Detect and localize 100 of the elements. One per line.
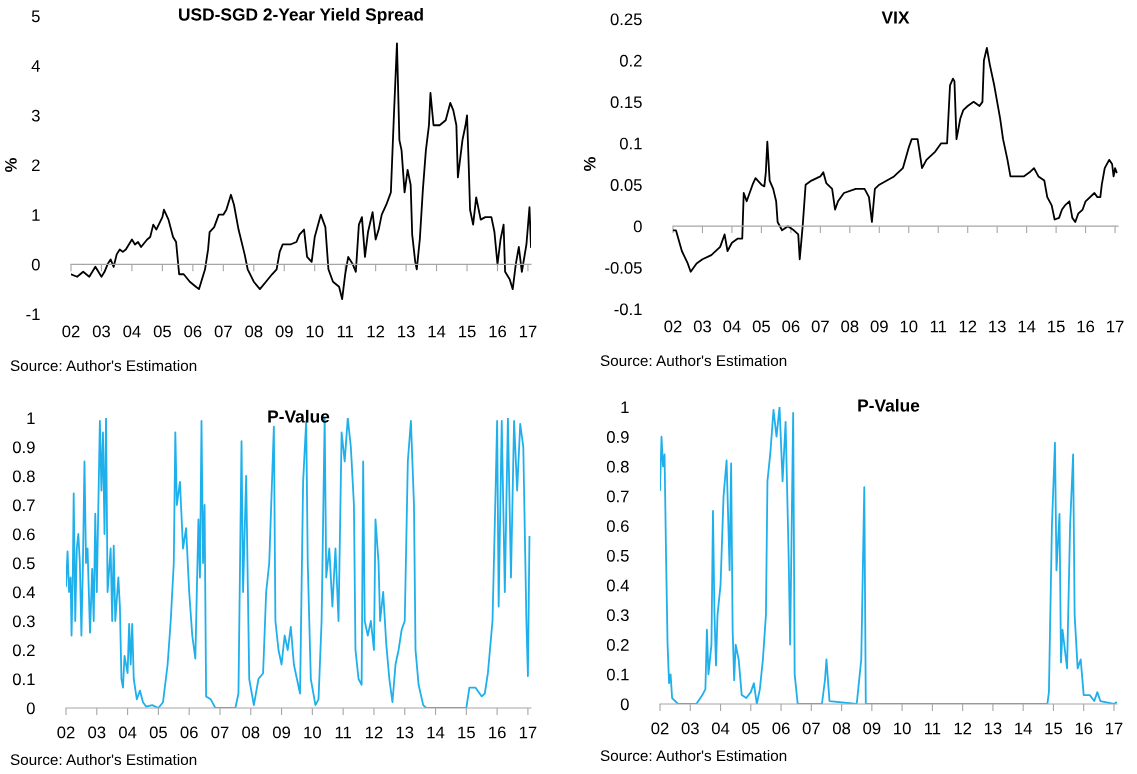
x-tick-label: 14 (428, 325, 446, 338)
y-tick-label: 0.8 (606, 460, 629, 473)
x-tick-label: 06 (180, 726, 198, 739)
y-tick-label: 0.1 (12, 673, 35, 686)
x-tick-label: 12 (959, 320, 977, 333)
x-tick-label: 05 (752, 320, 770, 333)
x-tick-label: 14 (1015, 722, 1032, 735)
chart-title: VIX (881, 11, 910, 24)
y-tick-label: 0.9 (606, 431, 629, 443)
x-tick-label: 08 (832, 722, 851, 735)
y-tick-label: 1 (32, 209, 40, 221)
x-tick-label: 11 (930, 320, 947, 333)
y-tick-label: 0 (26, 702, 35, 715)
x-tick-label: 10 (900, 320, 918, 333)
x-tick-label: 16 (1075, 722, 1093, 735)
y-tick-label: -0.1 (614, 303, 642, 316)
x-tick-label: 13 (396, 726, 414, 739)
x-tick-label: 08 (242, 726, 260, 739)
y-tick-label: 0.4 (12, 586, 35, 599)
line-series (71, 42, 531, 301)
x-tick-label: 04 (723, 320, 741, 333)
x-tick-label: 05 (153, 325, 171, 338)
source-note: Source: Author's Estimation (10, 359, 197, 372)
chart-title: P-Value (858, 398, 920, 412)
x-tick-label: 16 (1077, 320, 1095, 333)
x-tick-label: 15 (459, 325, 476, 338)
y-tick-label: 1 (27, 412, 35, 425)
x-tick-label: 03 (92, 325, 110, 338)
y-tick-label: 4 (31, 60, 40, 72)
x-tick-label: 06 (782, 320, 800, 333)
x-tick-label: 04 (118, 726, 137, 739)
x-tick-label: 09 (870, 320, 888, 333)
x-tick-label: 15 (458, 726, 475, 739)
x-tick-label: 10 (306, 325, 324, 338)
y-tick-label: 0.1 (619, 137, 642, 150)
chart-title: USD-SGD 2-Year Yield Spread (179, 7, 423, 25)
y-tick-label: 1 (621, 401, 629, 414)
x-tick-label: 13 (398, 325, 415, 338)
x-tick-label: 05 (742, 722, 760, 735)
x-tick-label: 13 (989, 320, 1006, 333)
x-tick-label: 08 (245, 325, 263, 338)
x-tick-label: 17 (1107, 320, 1124, 333)
x-tick-label: 17 (1105, 722, 1123, 735)
x-tick-label: 03 (88, 726, 106, 739)
y-tick-label: 0.7 (12, 499, 35, 512)
x-tick-label: 11 (337, 325, 354, 338)
y-tick-label: 0 (31, 258, 40, 271)
x-tick-label: 04 (123, 325, 141, 338)
x-tick-label: 15 (1045, 722, 1063, 735)
y-tick-label: 0.6 (12, 528, 35, 541)
y-tick-label: 0.3 (606, 609, 629, 622)
x-tick-label: 12 (367, 325, 385, 338)
x-tick-label: 14 (427, 726, 445, 739)
y-tick-label: 2 (32, 159, 40, 172)
x-tick-label: 02 (62, 325, 80, 338)
y-tick-label: 0.7 (606, 490, 629, 503)
y-tick-label: 0.8 (12, 470, 35, 483)
x-tick-label: 09 (272, 726, 291, 739)
chart-title: P-Value (268, 409, 330, 423)
x-tick-label: 10 (304, 726, 321, 739)
line-series (673, 47, 1118, 273)
y-axis-title: % (583, 157, 596, 171)
x-tick-label: 16 (489, 325, 507, 338)
source-note: Source: Author's Estimation (600, 749, 787, 762)
x-tick-label: 14 (1018, 320, 1036, 333)
x-tick-label: 06 (772, 722, 790, 735)
x-tick-label: 10 (894, 722, 911, 735)
source-note: Source: Author's Estimation (600, 354, 787, 367)
x-tick-label: 05 (149, 726, 167, 739)
x-tick-label: 03 (681, 722, 699, 735)
y-axis-title: % (5, 158, 17, 172)
x-tick-label: 06 (184, 325, 202, 338)
x-tick-label: 04 (711, 722, 730, 735)
y-tick-label: 0.05 (610, 179, 642, 191)
x-tick-label: 11 (335, 726, 351, 739)
y-tick-label: 0.1 (606, 668, 629, 681)
y-tick-label: 3 (31, 109, 40, 122)
y-tick-label: 0 (633, 220, 642, 233)
y-tick-label: -0.05 (605, 261, 642, 274)
y-tick-label: 5 (31, 10, 40, 23)
x-tick-label: 07 (811, 320, 829, 333)
y-tick-label: 0.5 (12, 557, 35, 570)
y-tick-label: 0.15 (610, 96, 642, 109)
x-tick-label: 12 (365, 726, 383, 739)
y-tick-label: 0.9 (12, 441, 35, 454)
x-tick-label: 11 (925, 722, 941, 735)
x-tick-label: 15 (1048, 320, 1065, 333)
x-tick-label: 02 (651, 722, 669, 735)
x-tick-label: 16 (489, 726, 506, 739)
x-tick-label: 09 (275, 325, 293, 338)
y-tick-label: 0.3 (12, 615, 35, 628)
x-tick-label: 07 (211, 726, 229, 739)
x-tick-label: 08 (841, 320, 859, 333)
y-tick-label: 0.25 (610, 13, 642, 26)
x-tick-label: 07 (214, 325, 232, 338)
y-tick-label: -1 (26, 308, 40, 321)
y-tick-label: 0.2 (619, 54, 642, 67)
x-tick-label: 13 (984, 722, 1002, 735)
x-tick-label: 09 (863, 722, 881, 735)
y-tick-label: 0.5 (606, 549, 629, 562)
